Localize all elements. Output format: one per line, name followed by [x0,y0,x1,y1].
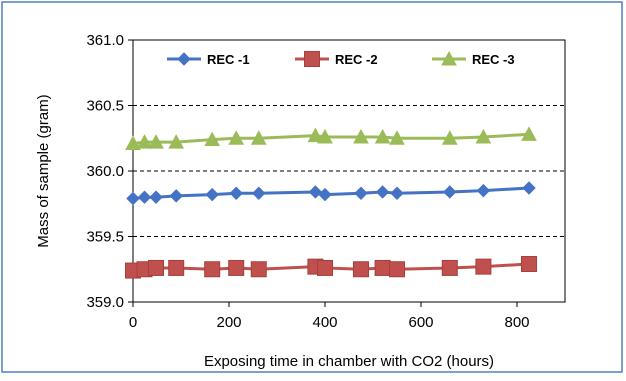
data-point [522,181,536,195]
data-point [521,126,537,141]
data-point [252,186,266,200]
legend-marker [304,51,320,67]
data-point [308,185,323,199]
data-point [307,127,324,143]
data-point [204,131,221,147]
axes: 359.0 359.5 360.0 360.5 361.0 0 200 400 600 800 [86,32,529,331]
data-point [148,134,164,149]
data-point [168,134,185,149]
data-point [317,259,333,276]
data-point [169,189,183,203]
data-point [441,259,458,276]
data-point [204,261,221,278]
data-point [148,259,165,276]
data-point [125,135,141,150]
data-point [375,185,390,199]
series-3 [125,126,537,150]
data-point [229,186,243,200]
data-point [250,130,267,145]
data-point [136,134,153,149]
data-point [318,187,332,202]
legend-marker [441,50,457,66]
data-point [374,259,391,276]
legend-marker [177,52,191,66]
data-point [137,190,152,204]
y-tick-label: 359.0 [86,294,124,311]
data-point [205,187,219,202]
y-axis-label: Mass of sample (gram) [35,94,52,247]
x-tick-label: 200 [216,314,241,331]
data-point [353,128,369,144]
x-tick-label: 400 [312,314,337,331]
legend-item: REC -1 [167,52,250,67]
data-point [149,190,163,204]
y-tick-label: 361.0 [86,32,124,49]
legend-label: REC -1 [207,52,250,67]
data-point [389,261,405,278]
data-point [126,191,140,206]
data-point [250,261,267,278]
data-point [317,128,333,144]
data-point [443,185,457,199]
data-point [168,259,185,276]
legend-label: REC -3 [472,52,515,67]
y-tick-label: 360.0 [86,163,124,180]
legend: REC -1 REC -2 REC -3 [167,50,515,67]
data-point [228,130,245,145]
data-point [475,258,492,275]
data-point [441,130,458,145]
data-point [374,128,391,144]
y-tick-label: 360.5 [86,98,124,115]
grid-lines [133,105,565,237]
data-point [521,256,537,273]
data-point [476,183,491,198]
x-axis-label: Exposing time in chamber with CO2 (hours… [204,353,494,370]
x-tick-label: 0 [129,314,137,331]
series-2 [125,256,537,279]
x-tick-label: 600 [408,314,433,331]
series-1 [126,181,536,206]
data-point [228,259,245,276]
data-point [390,186,404,200]
series-group [125,126,537,279]
x-tick-label: 800 [504,314,529,331]
data-point [475,128,492,144]
legend-item: REC -2 [295,51,378,67]
data-point [354,186,368,200]
legend-item: REC -3 [432,50,515,67]
y-tick-label: 359.5 [86,229,124,246]
data-point [353,261,369,278]
legend-label: REC -2 [335,52,378,67]
data-point [389,130,405,145]
